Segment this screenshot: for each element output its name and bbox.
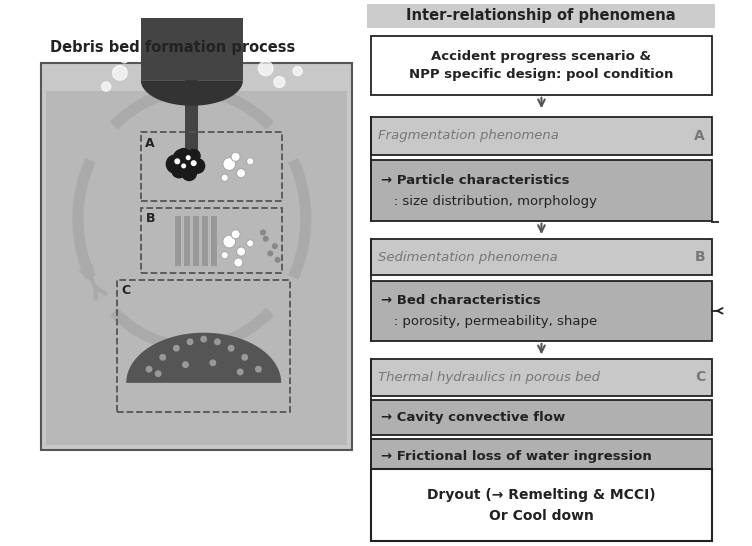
Bar xyxy=(141,208,282,274)
Circle shape xyxy=(187,339,193,345)
Bar xyxy=(371,440,712,474)
Circle shape xyxy=(229,346,234,351)
Bar xyxy=(174,216,181,266)
Circle shape xyxy=(190,158,205,173)
Circle shape xyxy=(156,371,161,376)
Text: Inter-relationship of phenomena: Inter-relationship of phenomena xyxy=(406,8,676,23)
Circle shape xyxy=(237,169,246,178)
Circle shape xyxy=(147,366,152,372)
Text: A: A xyxy=(694,129,705,143)
Circle shape xyxy=(210,360,216,365)
Text: C: C xyxy=(122,284,131,298)
Circle shape xyxy=(175,159,180,164)
Bar xyxy=(193,216,199,266)
Text: Accident progress scenario &: Accident progress scenario & xyxy=(432,50,651,63)
Text: Or Cool down: Or Cool down xyxy=(489,509,594,523)
Bar xyxy=(211,216,217,266)
Text: B: B xyxy=(145,212,155,225)
Bar xyxy=(371,359,712,396)
Circle shape xyxy=(247,240,254,247)
Text: Fragmentation phenomena: Fragmentation phenomena xyxy=(378,129,559,143)
Bar xyxy=(367,4,715,28)
Bar xyxy=(186,78,199,155)
Circle shape xyxy=(272,244,277,248)
Text: A: A xyxy=(145,136,155,150)
Bar xyxy=(371,468,712,542)
Bar xyxy=(117,280,290,412)
Circle shape xyxy=(231,152,240,161)
Circle shape xyxy=(192,161,196,165)
Circle shape xyxy=(177,149,190,161)
Text: B: B xyxy=(694,250,705,264)
Circle shape xyxy=(256,366,261,372)
Circle shape xyxy=(247,158,254,165)
Bar xyxy=(371,161,712,221)
Circle shape xyxy=(186,156,190,159)
Bar xyxy=(141,18,243,80)
Circle shape xyxy=(238,369,243,375)
Text: Dryout (→ Remelting & MCCI): Dryout (→ Remelting & MCCI) xyxy=(427,488,656,502)
Circle shape xyxy=(166,155,184,173)
Bar xyxy=(141,132,282,200)
Circle shape xyxy=(102,82,111,91)
Bar xyxy=(41,63,352,450)
Circle shape xyxy=(113,66,127,80)
Circle shape xyxy=(201,336,207,342)
Bar xyxy=(202,216,208,266)
Polygon shape xyxy=(126,333,281,383)
Circle shape xyxy=(231,230,240,239)
Text: → Bed characteristics: → Bed characteristics xyxy=(381,294,541,307)
Text: : porosity, permeability, shape: : porosity, permeability, shape xyxy=(381,315,598,328)
Circle shape xyxy=(174,346,179,351)
Text: Sedimentation phenomena: Sedimentation phenomena xyxy=(378,251,557,264)
Circle shape xyxy=(171,163,186,178)
Circle shape xyxy=(259,61,273,76)
Circle shape xyxy=(221,174,229,181)
Circle shape xyxy=(187,150,200,162)
Bar xyxy=(371,400,712,435)
Text: → Particle characteristics: → Particle characteristics xyxy=(381,174,570,187)
Bar xyxy=(46,91,347,445)
Circle shape xyxy=(267,53,274,60)
Circle shape xyxy=(293,67,302,76)
Text: C: C xyxy=(695,370,705,384)
Circle shape xyxy=(223,158,235,170)
Circle shape xyxy=(261,230,265,235)
Circle shape xyxy=(132,49,144,60)
Circle shape xyxy=(160,354,165,360)
Text: NPP specific design: pool condition: NPP specific design: pool condition xyxy=(409,68,674,81)
Circle shape xyxy=(182,164,186,168)
Circle shape xyxy=(174,150,190,166)
Circle shape xyxy=(182,166,196,181)
Circle shape xyxy=(263,236,268,241)
Text: : size distribution, morphology: : size distribution, morphology xyxy=(381,195,598,208)
Text: Debris bed formation process: Debris bed formation process xyxy=(50,40,295,55)
Circle shape xyxy=(121,56,128,63)
Bar xyxy=(371,239,712,275)
Circle shape xyxy=(237,247,246,256)
Text: → Frictional loss of water ingression: → Frictional loss of water ingression xyxy=(381,450,652,463)
Circle shape xyxy=(183,362,188,367)
Polygon shape xyxy=(141,80,243,106)
Text: → Cavity convective flow: → Cavity convective flow xyxy=(381,411,566,424)
Circle shape xyxy=(214,339,220,345)
Circle shape xyxy=(223,235,235,248)
Circle shape xyxy=(268,251,272,256)
Bar xyxy=(371,35,712,95)
Circle shape xyxy=(183,153,199,170)
Circle shape xyxy=(221,252,229,259)
Circle shape xyxy=(242,354,247,360)
Bar xyxy=(371,281,712,341)
Bar xyxy=(183,216,190,266)
Circle shape xyxy=(275,258,280,262)
Circle shape xyxy=(274,76,285,87)
Circle shape xyxy=(234,258,243,267)
Text: Thermal hydraulics in porous bed: Thermal hydraulics in porous bed xyxy=(378,371,600,384)
Bar xyxy=(371,117,712,155)
